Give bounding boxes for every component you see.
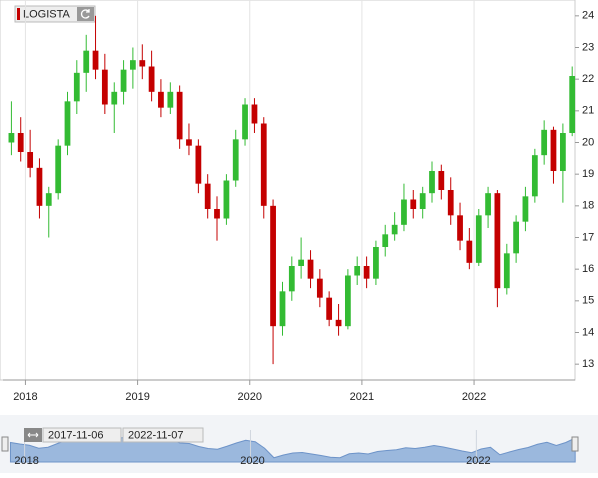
candle-body <box>279 291 286 327</box>
candle-body <box>139 60 146 67</box>
candle-body <box>438 171 445 190</box>
y-tick-label: 14 <box>582 326 594 338</box>
y-tick-label: 18 <box>582 200 594 212</box>
symbol-marker <box>17 8 20 20</box>
candle-body <box>307 259 314 279</box>
y-tick-label: 16 <box>582 263 594 275</box>
symbol-box[interactable]: LOGISTA <box>14 5 96 23</box>
candle-body <box>17 133 24 152</box>
candle-body <box>45 193 52 206</box>
candle-body <box>158 91 164 108</box>
candle-body <box>447 190 454 216</box>
candle-body <box>344 275 351 327</box>
range-to-input[interactable] <box>122 427 204 443</box>
y-tick-label: 19 <box>582 168 594 180</box>
candle-body <box>223 180 230 219</box>
candle-body <box>335 319 342 327</box>
candle-body <box>129 60 136 70</box>
range-from-text: 2017-11-06 <box>48 429 103 441</box>
refresh-button[interactable] <box>77 7 94 21</box>
symbol-label: LOGISTA <box>23 8 71 20</box>
candle-body <box>550 129 557 171</box>
x-tick-label: 2020 <box>238 391 262 403</box>
grid <box>24 0 475 380</box>
candle-body <box>466 240 473 263</box>
candle-body <box>457 215 463 241</box>
candle-body <box>354 266 361 276</box>
candle-body <box>64 101 71 146</box>
candle-body <box>232 139 239 181</box>
candle-body <box>176 91 183 140</box>
candle-body <box>373 247 379 279</box>
x-tick-label: 2022 <box>462 391 486 403</box>
candle-body <box>186 139 192 146</box>
symbol-frame <box>14 5 96 23</box>
candle-body <box>8 133 15 143</box>
x-tick-label: 2021 <box>350 391 374 403</box>
candle-body <box>419 193 426 209</box>
candle-body <box>214 209 220 219</box>
candle-body <box>101 69 108 105</box>
candle-body <box>36 167 43 206</box>
candle-body <box>391 224 398 235</box>
navigator-handle[interactable] <box>571 436 579 452</box>
candle-body <box>83 50 90 73</box>
candle-body <box>167 91 174 108</box>
x-tick-label: 2019 <box>125 391 149 403</box>
candle-body <box>410 199 417 209</box>
candle-body <box>513 221 520 254</box>
candle-body <box>494 193 501 289</box>
candle-body <box>251 104 258 124</box>
x-tick-label: 2018 <box>13 391 37 403</box>
candle-body <box>401 199 407 225</box>
y-tick-label: 22 <box>582 73 594 85</box>
candle-body <box>326 297 333 320</box>
y-tick-label: 15 <box>582 295 594 307</box>
candle-body <box>270 205 276 327</box>
navigator-tick-label: 2022 <box>466 455 490 467</box>
candle-body <box>260 123 267 206</box>
candle-body <box>541 129 548 156</box>
candle-body <box>55 145 62 194</box>
candle-body <box>316 278 323 298</box>
range-from-input[interactable] <box>42 427 122 443</box>
range-inputs: 2017-11-06 2022-11-07 <box>24 427 204 443</box>
y-tick-label: 21 <box>582 105 594 117</box>
candle-body <box>148 66 155 92</box>
candle-body <box>475 215 482 263</box>
candle-body <box>503 253 510 289</box>
candle-body <box>569 76 576 133</box>
y-tick-label: 17 <box>582 231 594 243</box>
candle-body <box>195 145 202 184</box>
candle-body <box>531 155 538 197</box>
range-toggle-icon <box>27 432 39 438</box>
candle-body <box>429 171 435 194</box>
y-tick-label: 23 <box>582 41 594 53</box>
y-tick-label: 20 <box>582 136 594 148</box>
candle-body <box>288 266 295 292</box>
candle-body <box>560 133 566 171</box>
candle-body <box>382 234 389 247</box>
candle-body <box>298 259 304 266</box>
candle-body <box>111 91 118 105</box>
candle-body <box>73 72 80 102</box>
y-tick-label: 13 <box>582 358 594 370</box>
candle-body <box>27 152 34 168</box>
candle-body <box>363 266 370 279</box>
candle-body <box>120 69 127 92</box>
candle-body <box>204 183 211 209</box>
y-tick-label: 24 <box>582 10 594 22</box>
navigator-handle[interactable] <box>1 436 9 452</box>
navigator-tick-label: 2018 <box>14 455 38 467</box>
navigator-tick-label: 2020 <box>240 455 264 467</box>
candle-body <box>522 196 529 222</box>
range-to-text: 2022-11-07 <box>128 429 183 441</box>
candle-body <box>92 50 99 70</box>
candle-body <box>242 104 248 140</box>
refresh-icon <box>80 9 90 19</box>
candle-body <box>485 193 491 216</box>
